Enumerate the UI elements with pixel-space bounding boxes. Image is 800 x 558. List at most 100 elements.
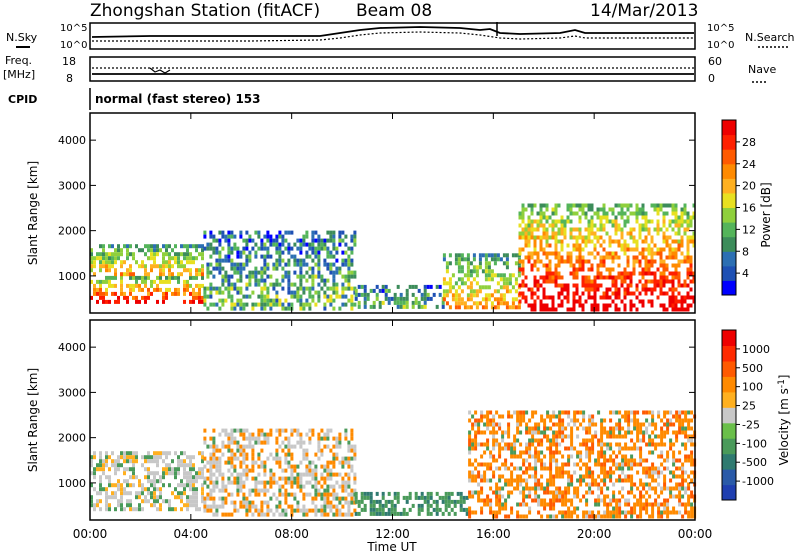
data-cell — [278, 456, 282, 461]
data-cell — [162, 299, 165, 304]
data-cell — [690, 434, 694, 439]
data-cell — [402, 296, 406, 301]
data-cell — [215, 444, 219, 449]
data-cell — [168, 507, 171, 512]
data-cell — [201, 483, 204, 488]
data-cell — [102, 459, 105, 464]
data-cell — [540, 430, 544, 435]
data-cell — [524, 283, 528, 288]
data-cell — [141, 507, 144, 512]
data-cell — [360, 507, 364, 512]
data-cell — [474, 490, 478, 495]
data-cell — [242, 294, 246, 299]
data-cell — [203, 504, 207, 509]
data-cell — [320, 508, 324, 513]
data-cell — [603, 426, 607, 431]
time-tick-label: 00:00 — [73, 527, 108, 541]
data-cell — [484, 301, 488, 306]
data-cell — [502, 253, 506, 258]
data-cell — [642, 410, 646, 415]
data-cell — [215, 460, 219, 465]
data-cell — [678, 450, 682, 455]
data-cell — [678, 422, 682, 427]
data-cell — [260, 508, 264, 513]
data-cell — [302, 242, 306, 247]
data-cell — [657, 434, 661, 439]
data-cell — [671, 247, 675, 252]
data-cell — [212, 464, 216, 469]
data-cell — [353, 270, 357, 275]
data-cell — [633, 426, 637, 431]
data-cell — [165, 244, 168, 249]
data-cell — [492, 490, 496, 495]
data-cell — [662, 223, 666, 228]
data-cell — [132, 275, 135, 280]
data-cell — [90, 260, 93, 265]
data-cell — [224, 234, 228, 239]
data-cell — [665, 307, 669, 312]
data-cell — [153, 491, 156, 496]
data-cell — [174, 256, 177, 261]
data-cell — [635, 307, 639, 312]
data-cell — [530, 291, 534, 296]
data-cell — [626, 275, 630, 280]
data-cell — [224, 512, 228, 517]
data-cell — [626, 291, 630, 296]
data-cell — [463, 305, 467, 310]
data-cell — [531, 474, 535, 479]
data-cell — [275, 436, 279, 441]
data-cell — [329, 286, 333, 291]
data-cell — [263, 436, 267, 441]
data-cell — [242, 452, 246, 457]
data-cell — [606, 486, 610, 491]
data-cell — [384, 503, 388, 508]
data-cell — [560, 227, 564, 232]
data-cell — [551, 251, 555, 256]
data-cell — [511, 285, 515, 290]
data-cell — [323, 290, 327, 295]
data-cell — [621, 446, 625, 451]
data-cell — [314, 508, 318, 513]
data-cell — [218, 250, 222, 255]
data-cell — [299, 480, 303, 485]
data-cell — [454, 297, 458, 302]
data-cell — [114, 459, 117, 464]
data-cell — [236, 278, 240, 283]
data-cell — [502, 301, 506, 306]
data-cell — [450, 499, 454, 504]
data-cell — [536, 259, 540, 264]
data-cell — [654, 502, 658, 507]
data-cell — [323, 464, 327, 469]
data-cell — [183, 451, 186, 456]
data-cell — [498, 442, 502, 447]
data-cell — [257, 512, 261, 517]
data-cell — [654, 466, 658, 471]
data-cell — [501, 414, 505, 419]
data-cell — [584, 299, 588, 304]
data-cell — [311, 496, 315, 501]
data-cell — [570, 442, 574, 447]
data-cell — [563, 235, 567, 240]
data-cell — [311, 246, 315, 251]
data-cell — [317, 238, 321, 243]
data-cell — [248, 250, 252, 255]
data-cell — [659, 271, 663, 276]
data-cell — [311, 242, 315, 247]
data-cell — [363, 288, 367, 293]
data-cell — [665, 267, 669, 272]
data-cell — [209, 282, 213, 287]
data-cell — [426, 292, 430, 297]
data-cell — [174, 287, 177, 292]
data-cell — [564, 514, 568, 519]
data-cell — [684, 442, 688, 447]
data-cell — [99, 459, 102, 464]
data-cell — [492, 438, 496, 443]
data-cell — [582, 514, 586, 519]
data-cell — [617, 203, 621, 208]
data-cell — [552, 454, 556, 459]
data-cell — [457, 253, 461, 258]
data-cell — [215, 468, 219, 473]
y-tick-label: 2000 — [58, 225, 86, 238]
data-cell — [642, 422, 646, 427]
